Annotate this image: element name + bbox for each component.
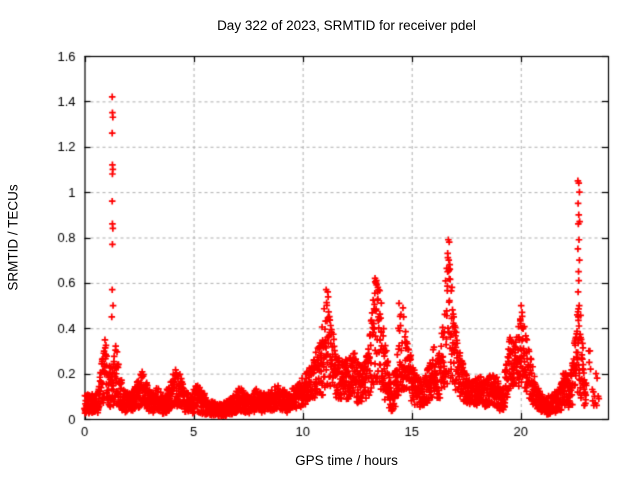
chart-title: Day 322 of 2023, SRMTID for receiver pde…	[217, 18, 476, 33]
x-axis-label: GPS time / hours	[295, 453, 398, 468]
y-axis-label: SRMTID / TECUs	[5, 184, 21, 291]
